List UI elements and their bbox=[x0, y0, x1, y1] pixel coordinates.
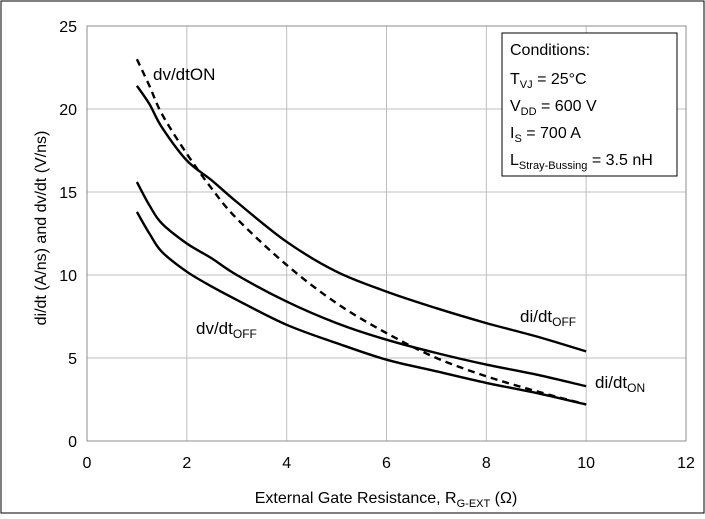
y-tick-label: 20 bbox=[59, 102, 77, 119]
conditions-line-1: TVJ = 25°C bbox=[510, 71, 587, 91]
series-lines bbox=[135, 58, 587, 406]
conditions-box-border bbox=[501, 32, 678, 177]
axes: 0 2 4 6 8 10 12 0 5 10 15 20 25 bbox=[59, 19, 695, 472]
series-label-3: di/dtON bbox=[595, 373, 645, 395]
series-label-4: dv/dtOFF bbox=[196, 319, 257, 341]
conditions-line-2: VDD = 600 V bbox=[510, 98, 597, 118]
y-axis-label: di/dt (A/ns) and dv/dt (V/ns) bbox=[33, 131, 50, 326]
y-tick-label: 25 bbox=[59, 19, 77, 36]
conditions-box: Conditions: TVJ = 25°C VDD = 600 V IS = 700… bbox=[501, 32, 678, 177]
conditions-heading: Conditions: bbox=[510, 42, 590, 59]
series-line-4 bbox=[135, 211, 587, 406]
conditions-line-4: LStray-Bussing = 3.5 nH bbox=[510, 152, 653, 172]
x-tick-label: 0 bbox=[83, 455, 92, 472]
y-tick-label: 5 bbox=[68, 351, 77, 368]
series-label-2: dv/dtON bbox=[153, 65, 215, 84]
y-tick-label: 0 bbox=[68, 434, 77, 451]
series-line-1 bbox=[135, 85, 587, 353]
conditions-line-3: IS = 700 A bbox=[510, 125, 581, 145]
series-line-3 bbox=[135, 181, 587, 388]
x-tick-label: 12 bbox=[677, 455, 695, 472]
y-tick-label: 10 bbox=[59, 268, 77, 285]
x-tick-label: 10 bbox=[577, 455, 595, 472]
plot-area-border bbox=[86, 25, 687, 442]
y-tick-label: 15 bbox=[59, 185, 77, 202]
x-tick-label: 4 bbox=[282, 455, 291, 472]
x-axis-label: External Gate Resistance, RG-EXT (Ω) bbox=[255, 490, 518, 510]
series-labels: di/dtOFF dv/dtON di/dtON dv/dtOFF bbox=[153, 65, 645, 395]
x-tick-label: 8 bbox=[482, 455, 491, 472]
x-tick-label: 6 bbox=[382, 455, 391, 472]
series-line-2 bbox=[135, 58, 587, 406]
x-tick-label: 2 bbox=[182, 455, 191, 472]
series-label-1: di/dtOFF bbox=[520, 307, 576, 329]
